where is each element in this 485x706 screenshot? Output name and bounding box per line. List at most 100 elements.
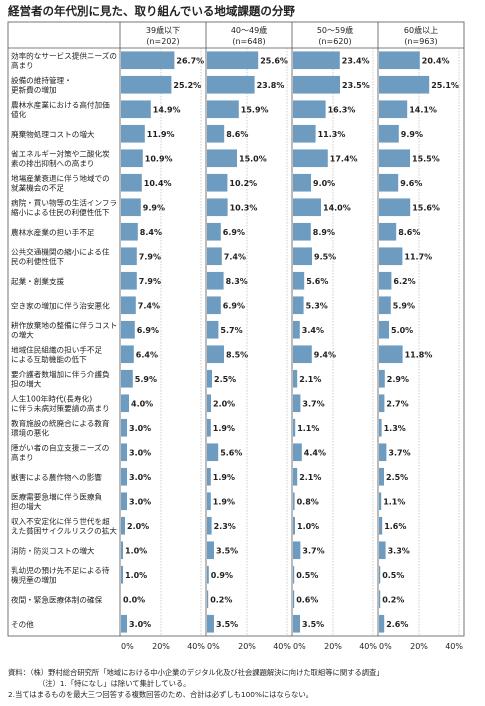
footnote-2: 2.当てはまるものを最大三つ回答する複数回答のため、合計は必ずしも100%にはな… — [8, 690, 313, 699]
bar — [207, 467, 211, 486]
bar — [207, 149, 237, 168]
bar — [121, 418, 127, 437]
bar — [207, 394, 211, 413]
data-label: 3.7% — [388, 448, 410, 457]
data-label: 1.9% — [213, 424, 235, 433]
bar — [207, 222, 221, 241]
data-label: 8.5% — [226, 350, 248, 359]
category-label: 人生100年時代(長寿化) — [11, 393, 92, 403]
bar — [121, 369, 133, 388]
data-label: 0.8% — [297, 497, 319, 506]
bar — [207, 590, 209, 609]
category-label: 空き家の増加に伴う治安悪化 — [11, 300, 110, 310]
bar — [293, 198, 321, 217]
category-label: 高まり — [11, 60, 34, 70]
bar — [379, 296, 391, 315]
category-label: 高まり — [11, 452, 34, 462]
data-label: 1.1% — [383, 497, 405, 506]
data-label: 10.9% — [145, 154, 173, 163]
data-label: 2.0% — [127, 522, 149, 531]
group-n: (n=648) — [232, 37, 265, 46]
bar — [207, 100, 239, 119]
data-label: 7.9% — [139, 252, 161, 261]
bar — [293, 320, 300, 339]
data-label: 1.9% — [213, 473, 235, 482]
category-label: 担の増大 — [11, 379, 42, 389]
category-label: 消防・防災コストの増大 — [11, 545, 95, 555]
bar — [293, 75, 340, 94]
category-label: 機児童の増加 — [11, 575, 57, 585]
bar — [379, 443, 387, 462]
data-label: 15.9% — [241, 105, 269, 114]
data-label: 2.1% — [299, 375, 321, 384]
data-label: 6.4% — [136, 350, 158, 359]
bar — [293, 394, 301, 413]
bar — [207, 198, 228, 217]
bar — [379, 345, 403, 364]
bar — [293, 516, 295, 535]
data-label: 11.9% — [147, 130, 175, 139]
data-label: 6.2% — [393, 277, 415, 286]
bar — [379, 516, 383, 535]
bar — [379, 541, 386, 560]
bar — [293, 345, 312, 364]
bar — [293, 565, 295, 584]
group-n: (n=620) — [318, 37, 351, 46]
data-label: 11.7% — [404, 252, 432, 261]
category-label: に伴う未病対策要請の高まり — [11, 403, 110, 413]
data-label: 2.5% — [386, 473, 408, 482]
chart-title: 経営者の年代別に見た、取り組んでいる地域課題の分野 — [8, 4, 295, 18]
data-label: 7.9% — [139, 277, 161, 286]
group-label: 39歳以下 — [146, 25, 180, 35]
bar — [379, 565, 381, 584]
source-note: 資料：（株）野村総合研究所「地域における中小企業のデジタル化及び社会課題解決に向… — [8, 668, 384, 677]
data-label: 3.7% — [302, 546, 324, 555]
bar — [379, 394, 385, 413]
bar — [121, 222, 138, 241]
data-label: 5.6% — [306, 277, 328, 286]
data-label: 1.1% — [297, 424, 319, 433]
data-label: 10.4% — [144, 179, 172, 188]
bar — [379, 124, 399, 143]
bar — [121, 614, 127, 633]
bar — [293, 100, 326, 119]
bar — [293, 467, 298, 486]
category-label: 更新費の増加 — [11, 85, 57, 95]
bar — [207, 369, 212, 388]
data-label: 9.0% — [313, 179, 335, 188]
bar — [379, 590, 381, 609]
bar — [207, 296, 221, 315]
data-label: 23.8% — [257, 81, 285, 90]
bar — [121, 492, 127, 511]
axis-tick-label: 40% — [359, 642, 377, 651]
category-label: 教育施設の統廃合による教育 — [11, 418, 110, 428]
data-label: 9.5% — [314, 252, 336, 261]
data-label: 2.0% — [213, 399, 235, 408]
data-label: 0.0% — [123, 595, 145, 604]
data-label: 3.0% — [129, 497, 151, 506]
bar — [207, 418, 211, 437]
data-label: 0.9% — [211, 571, 233, 580]
data-label: 2.1% — [299, 473, 321, 482]
data-label: 11.8% — [405, 350, 433, 359]
data-label: 16.3% — [328, 105, 356, 114]
category-label: 担の増大 — [11, 501, 42, 511]
data-label: 14.1% — [409, 105, 437, 114]
bar — [207, 247, 222, 266]
bar — [379, 75, 430, 94]
category-label: の増大 — [11, 330, 34, 340]
data-label: 5.0% — [391, 326, 413, 335]
data-label: 9.9% — [143, 203, 165, 212]
bar — [379, 149, 410, 168]
data-label: 1.0% — [297, 522, 319, 531]
data-label: 0.5% — [382, 571, 404, 580]
data-label: 25.2% — [173, 81, 201, 90]
data-label: 3.5% — [216, 546, 238, 555]
category-label: 起業・創業支援 — [11, 276, 65, 286]
data-label: 3.3% — [388, 546, 410, 555]
bar — [207, 516, 212, 535]
bar — [207, 345, 224, 364]
category-label: 耕作放棄地の整備に伴うコスト — [11, 320, 117, 330]
category-label: 要介護者数増加に伴う介護負 — [11, 369, 110, 379]
bar — [379, 369, 385, 388]
